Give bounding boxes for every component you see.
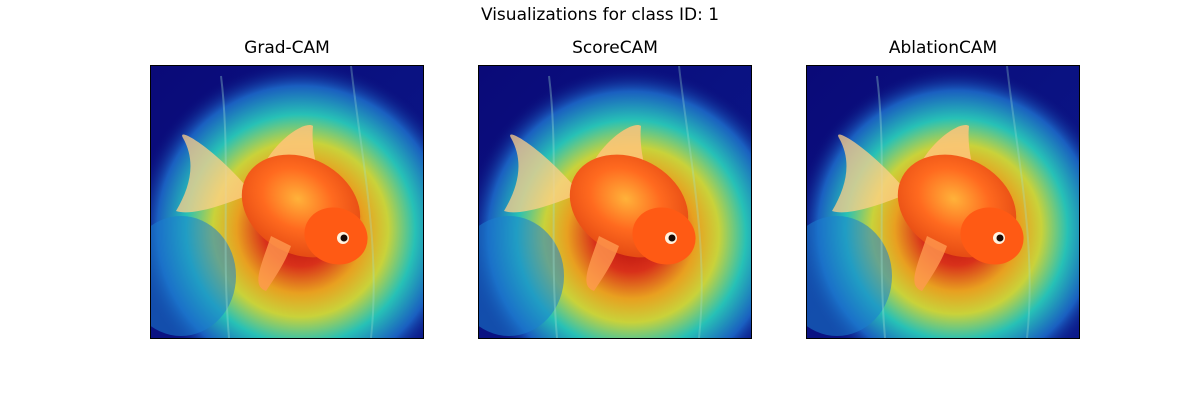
goldfish-heatmap-image: [150, 65, 424, 339]
goldfish-heatmap-image: [478, 65, 752, 339]
panel-title: ScoreCAM: [572, 38, 658, 58]
goldfish-heatmap-image: [806, 65, 1080, 339]
panel-title: AblationCAM: [888, 38, 998, 58]
figure-suptitle: Visualizations for class ID: 1: [480, 5, 720, 25]
panel-title: Grad-CAM: [244, 38, 330, 58]
